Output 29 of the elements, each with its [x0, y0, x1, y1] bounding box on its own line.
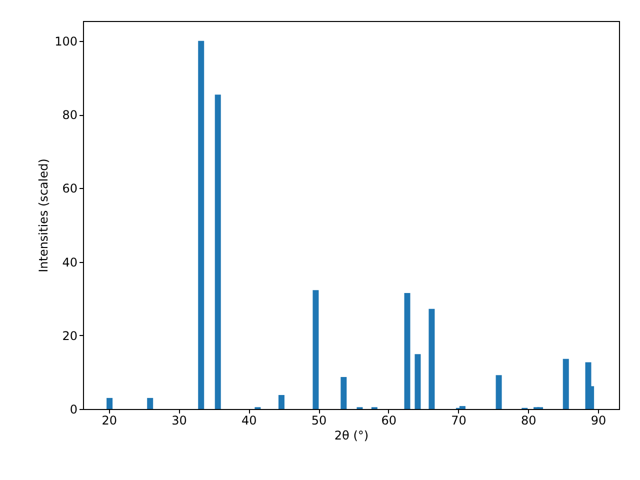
bar	[459, 406, 466, 409]
bar	[340, 376, 347, 409]
y-tick-label: 80	[62, 108, 78, 122]
x-tick-label: 50	[311, 414, 327, 428]
bar	[312, 290, 319, 409]
y-tick-label: 0	[70, 402, 78, 416]
x-tick-label: 40	[241, 414, 257, 428]
bar	[562, 358, 569, 409]
y-tick-label: 40	[62, 255, 78, 270]
bar	[147, 398, 154, 409]
bar	[404, 293, 410, 409]
y-tick-label: 20	[62, 328, 78, 343]
bar	[428, 308, 435, 409]
y-tick-label: 60	[62, 182, 78, 196]
x-tick-label: 30	[172, 414, 187, 428]
x-tick-label: 20	[102, 414, 117, 428]
bar	[214, 94, 221, 409]
bar	[414, 354, 421, 409]
x-tick-label: 80	[521, 414, 536, 428]
y-tick-label: 100	[54, 34, 78, 48]
y-axis-title: Intensities (scaled)	[36, 158, 51, 272]
x-tick-label: 60	[381, 414, 397, 428]
bar	[106, 398, 113, 409]
bar	[278, 395, 284, 409]
x-tick-label: 90	[590, 414, 606, 428]
x-tick-label: 70	[451, 414, 466, 428]
x-axis-title: 2θ (°)	[334, 428, 369, 442]
bar	[496, 375, 502, 409]
bar	[198, 40, 204, 409]
